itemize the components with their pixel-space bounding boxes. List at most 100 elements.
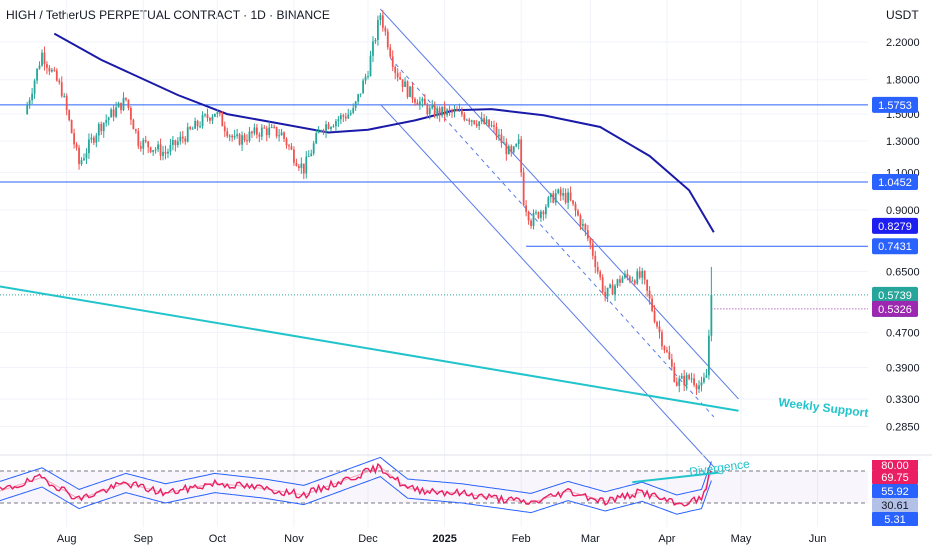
candle-body <box>680 375 683 379</box>
candles <box>26 10 713 395</box>
candle-body <box>152 150 155 152</box>
candle-body <box>670 359 673 367</box>
x-tick-label: Sep <box>133 533 153 545</box>
y-tick-label: 0.4700 <box>886 327 920 339</box>
candle-body <box>65 96 68 111</box>
x-tick-label: Apr <box>658 533 675 545</box>
candle-body <box>651 298 653 311</box>
candle-body <box>226 131 229 137</box>
candle-body <box>359 93 362 95</box>
candle-body <box>41 52 43 66</box>
candle-body <box>643 270 646 280</box>
candle-body <box>342 115 345 117</box>
price-tag-bg <box>872 174 918 191</box>
candle-body <box>661 332 663 347</box>
x-tick-label: Dec <box>358 533 378 545</box>
rsi-bb-upper <box>0 456 712 496</box>
candle-body <box>36 68 38 81</box>
candle-body <box>199 126 201 128</box>
candle-body <box>231 135 234 138</box>
candle-body <box>243 135 246 141</box>
candle-body <box>656 321 658 327</box>
candle-body <box>275 127 278 137</box>
candle-body <box>389 47 392 57</box>
candle-body <box>38 65 41 69</box>
candle-body <box>280 132 283 136</box>
candle-body <box>63 96 66 98</box>
candle-body <box>179 136 182 142</box>
candle-body <box>628 276 631 281</box>
candle-body <box>352 107 355 113</box>
candle-body <box>248 131 251 141</box>
candle-body <box>189 127 192 129</box>
candle-body <box>134 129 137 132</box>
candle-body <box>547 197 550 207</box>
candle-body <box>700 382 703 386</box>
candle-body <box>626 273 629 277</box>
candle-body <box>542 211 545 215</box>
candle-body <box>320 130 322 132</box>
rsi-tag-bg <box>872 512 918 526</box>
candle-body <box>396 72 399 78</box>
candle-body <box>211 116 214 121</box>
candle-body <box>384 27 387 32</box>
candle-body <box>327 124 330 129</box>
candle-body <box>172 140 174 145</box>
candle-body <box>446 109 448 116</box>
candle-body <box>631 280 634 282</box>
candle-body <box>295 162 298 166</box>
y-tick-label: 1.3000 <box>886 136 920 148</box>
candle-body <box>253 127 256 134</box>
candle-body <box>75 144 78 148</box>
candle-body <box>586 230 589 239</box>
support-trendline <box>0 285 739 412</box>
candle-body <box>394 66 397 73</box>
candle-body <box>451 110 453 113</box>
candle-body <box>535 212 537 214</box>
candle-body <box>544 206 547 215</box>
channel-upper <box>380 8 739 400</box>
candle-body <box>349 112 352 115</box>
y-tick-label: 0.6500 <box>886 266 920 278</box>
candle-body <box>73 133 75 145</box>
candle-body <box>164 151 167 154</box>
candle-body <box>236 134 239 136</box>
candle-body <box>315 133 318 144</box>
candle-body <box>125 97 127 100</box>
candle-body <box>223 126 226 132</box>
candle-body <box>460 110 463 115</box>
candle-body <box>579 215 582 226</box>
candle-body <box>604 291 607 297</box>
candle-body <box>465 119 468 121</box>
candle-body <box>377 20 379 40</box>
candle-body <box>305 156 308 174</box>
price-tag-bg <box>872 238 918 255</box>
candle-body <box>401 79 404 88</box>
candle-body <box>438 108 441 116</box>
candle-body <box>78 147 80 165</box>
candle-body <box>515 144 518 147</box>
time-axis: Aug Sep Oct Nov Dec 2025 Feb Mar Apr May Jun <box>57 533 827 545</box>
candle-body <box>633 280 636 284</box>
weekly-support-line <box>0 285 739 412</box>
candle-body <box>120 102 122 111</box>
candle-body <box>436 108 439 117</box>
x-tick-label: Oct <box>209 533 226 545</box>
rsi-tag: 5.31 <box>884 514 905 526</box>
price-tag-bg <box>872 217 918 234</box>
candle-body <box>263 127 266 129</box>
candle-body <box>658 326 661 333</box>
candle-body <box>426 104 429 115</box>
candle-body <box>159 144 162 156</box>
candle-body <box>666 350 668 352</box>
candle-body <box>142 140 145 149</box>
candle-body <box>498 134 500 137</box>
candle-body <box>364 76 367 81</box>
price-tags: 1.57531.04520.82790.74310.573904:18:110.… <box>872 96 918 526</box>
candle-body <box>46 64 48 68</box>
candle-body <box>362 80 364 94</box>
candle-body <box>238 134 241 145</box>
candle-body <box>569 192 572 201</box>
candle-body <box>468 119 471 122</box>
